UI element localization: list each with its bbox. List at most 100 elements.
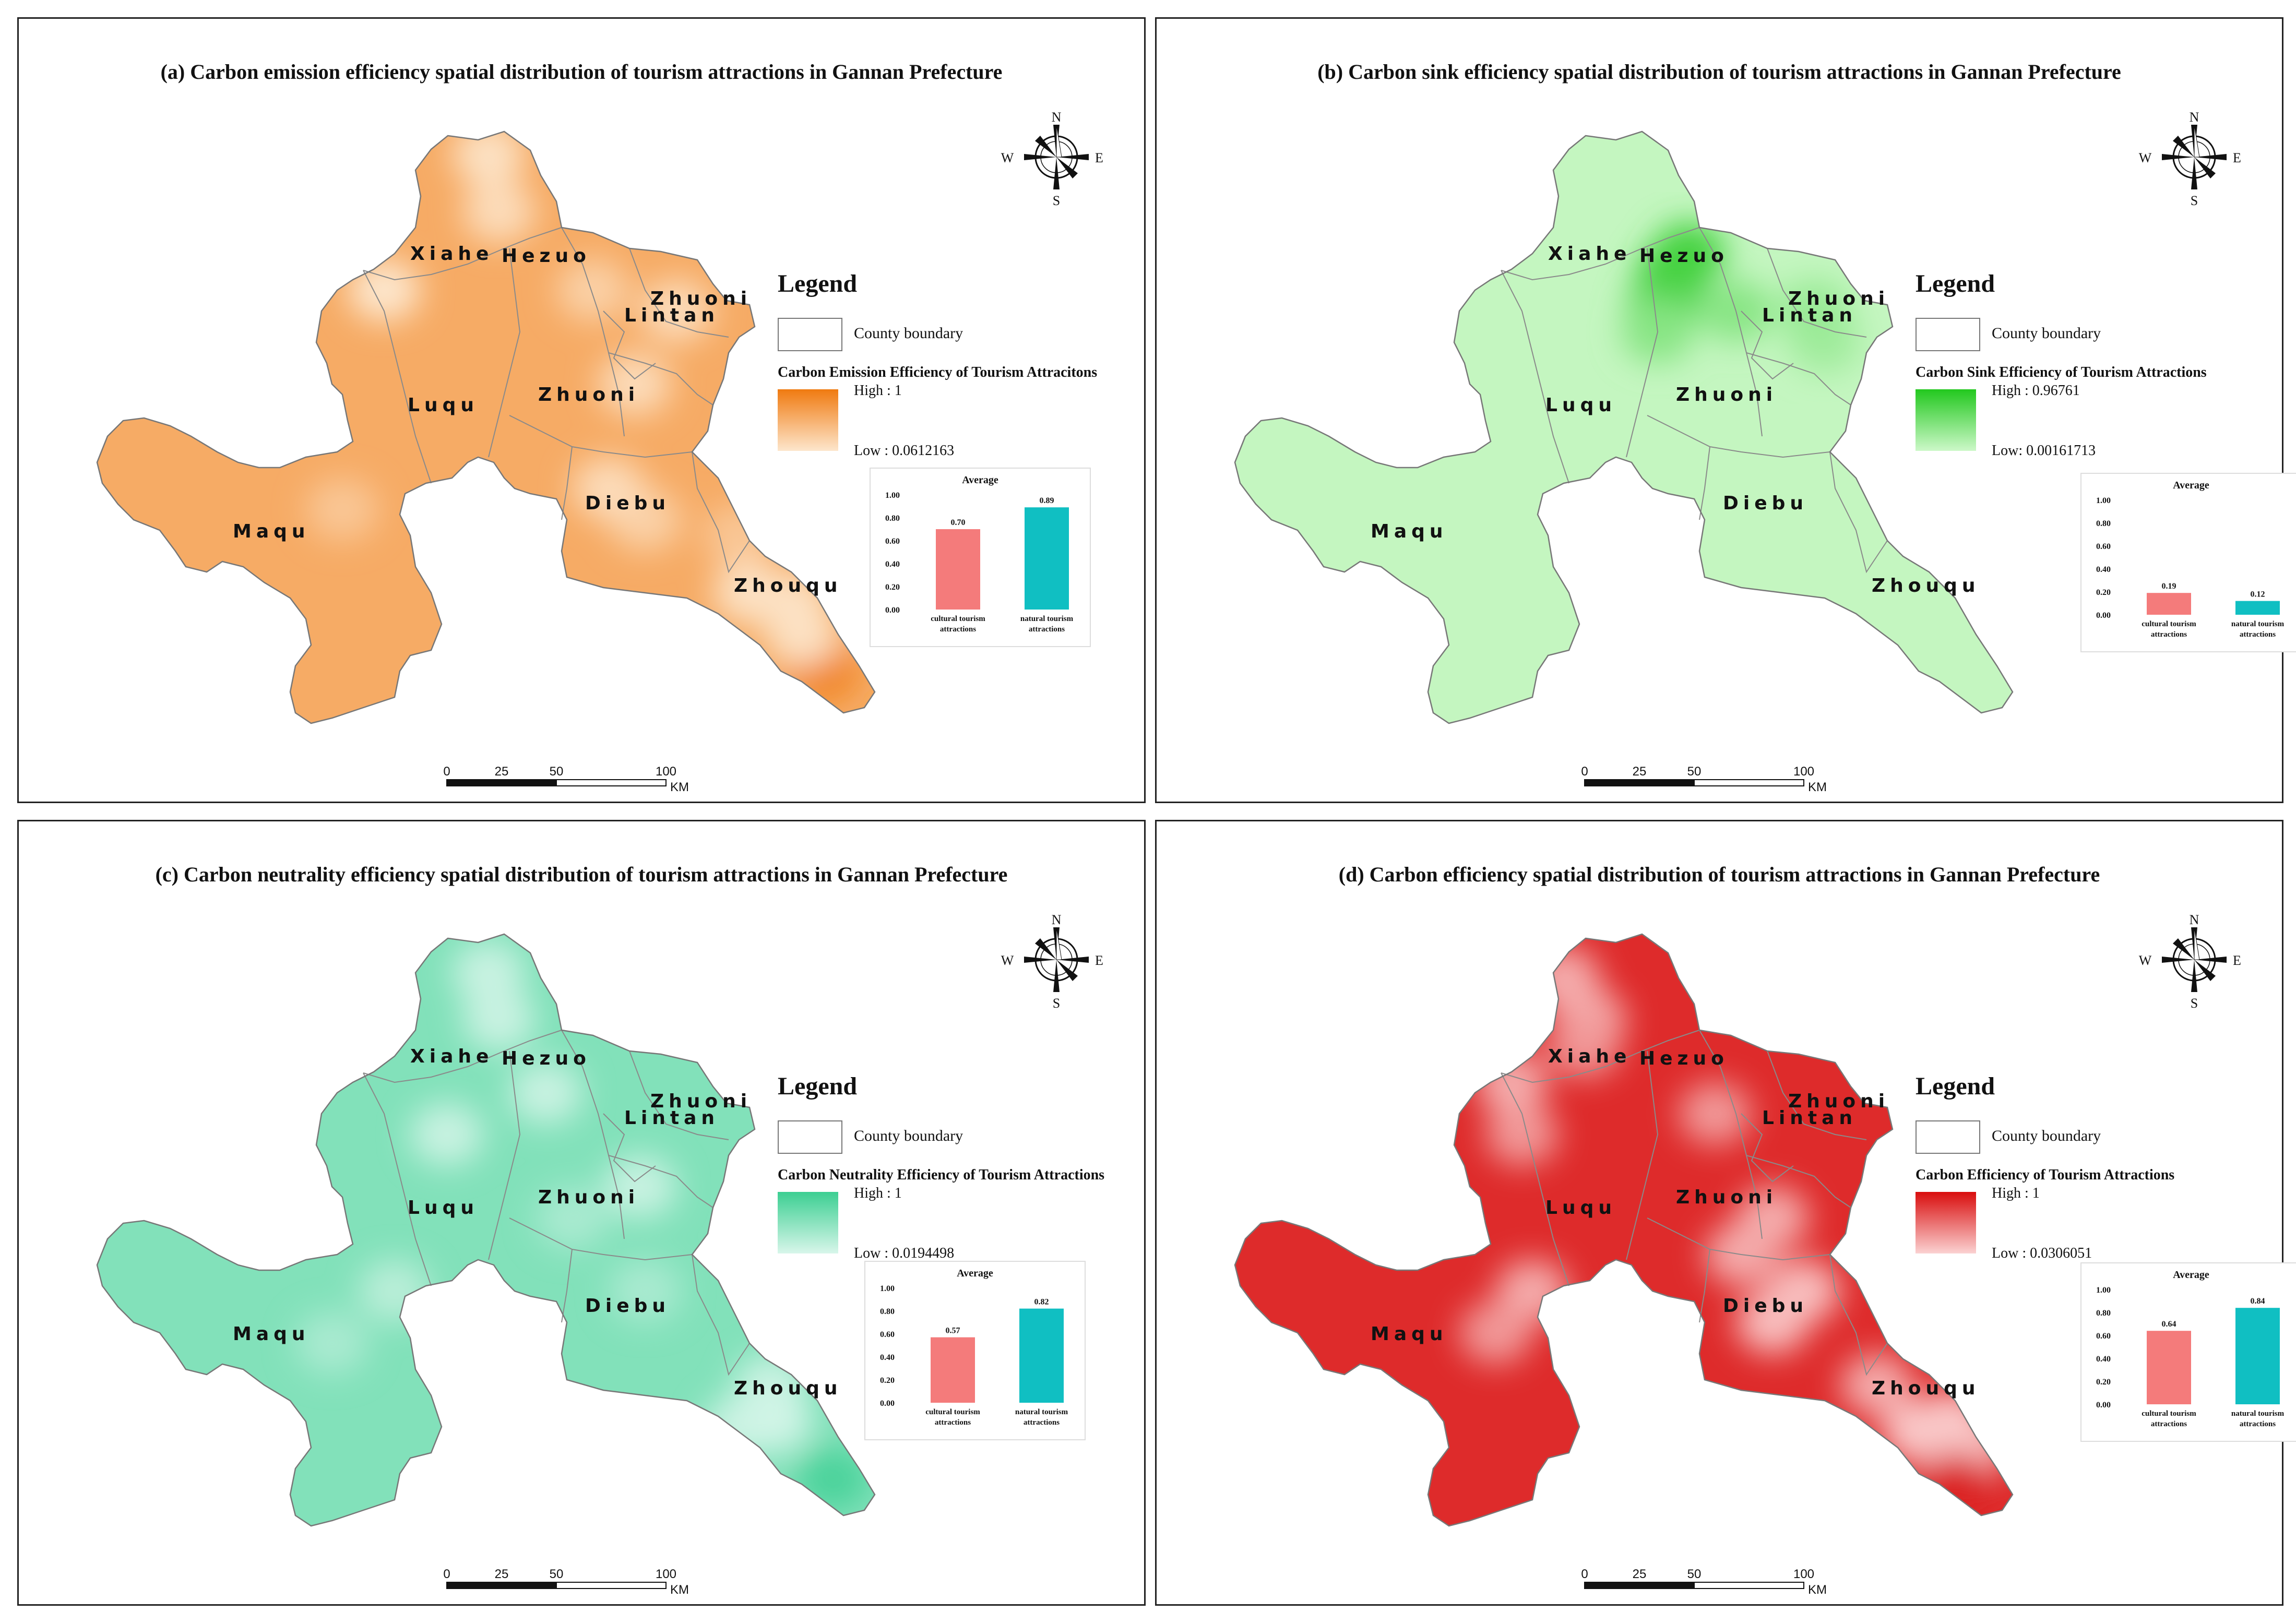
compass-letter: N: [2190, 912, 2199, 927]
inset-axis-tick: 0.60: [880, 1330, 895, 1339]
density-patch: [796, 1448, 870, 1510]
density-patch: [358, 1260, 431, 1322]
county-label: Zhuoni: [1788, 1091, 1889, 1112]
county-boundary: [1829, 451, 1888, 574]
inset-axis-tick: 0.20: [885, 583, 900, 592]
inset-bar: [1019, 1308, 1064, 1403]
county-boundary: [1767, 1050, 1867, 1140]
inset-bar-label: attractions: [2240, 630, 2276, 639]
density-patch: [509, 1061, 582, 1124]
county-boundary: [488, 248, 521, 458]
density-patch: [1913, 1390, 1986, 1453]
map-panel-b: (b) Carbon sink efficiency spatial distr…: [1155, 17, 2296, 803]
inset-axis-tick: 0.20: [880, 1376, 895, 1385]
inset-axis-tick: 1.00: [885, 491, 900, 500]
compass-letter: S: [2191, 996, 2198, 1011]
density-patch: [1459, 1301, 1532, 1364]
inset-axis-tick: 0.20: [2096, 1378, 2111, 1387]
county-boundary: [603, 1113, 656, 1183]
compass-letter: S: [1053, 193, 1060, 208]
compass-letter: S: [1053, 996, 1060, 1011]
inset-bar-value: 0.64: [2162, 1320, 2176, 1329]
average-bar-chart: Average 0.00 0.20 0.40 0.60 0.80 1.00 0.70 cultu…: [870, 468, 1091, 647]
county-label: Hezuo: [502, 245, 591, 267]
county-boundary: [1746, 352, 1851, 405]
scale-tick-label: 0: [1581, 765, 1588, 779]
color-ramp-title: Carbon Efficiency of Tourism Attractions: [1916, 1167, 2175, 1183]
county-boundary: [603, 311, 656, 380]
color-ramp: [1916, 389, 1976, 451]
density-patch: [1485, 1103, 1559, 1166]
county-boundary-label: County boundary: [854, 1127, 963, 1144]
inset-bar-label: attractions: [2151, 630, 2187, 639]
density-patch: [598, 353, 671, 415]
inset-bar-label: natural tourism: [2231, 1410, 2285, 1418]
ramp-low-label: Low : 0.0194498: [854, 1245, 955, 1261]
inset-bar-label: attractions: [935, 1418, 971, 1427]
map-panel-d: (d) Carbon efficiency spatial distributi…: [1155, 820, 2296, 1606]
county-boundary: [629, 1050, 729, 1140]
scale-tick-label: 100: [1793, 765, 1814, 779]
inset-title: Average: [2173, 480, 2209, 491]
density-patch: [306, 478, 379, 541]
county-label: Lintan: [624, 305, 719, 326]
inset-bar: [2147, 593, 2191, 615]
inset-bar: [2235, 1308, 2280, 1404]
average-bar-chart: Average 0.00 0.20 0.40 0.60 0.80 1.00 0.19 cultu…: [2080, 473, 2296, 652]
county-label: Zhuoni: [538, 1187, 639, 1208]
county-boundary: [561, 227, 625, 437]
county-boundary-label: County boundary: [1992, 1127, 2101, 1144]
legend-title: Legend: [778, 270, 858, 297]
county-label: Luqu: [408, 395, 479, 416]
scale-tick-label: 0: [1581, 1567, 1588, 1581]
ramp-low-label: Low: 0.00161713: [1992, 443, 2096, 459]
inset-axis-tick: 0.20: [2096, 588, 2111, 597]
county-label: Zhouqu: [1872, 575, 1980, 596]
color-ramp-title: Carbon Sink Efficiency of Tourism Attrac…: [1916, 364, 2207, 380]
legend-title: Legend: [778, 1072, 858, 1100]
panel-title: (a) Carbon emission efficiency spatial d…: [160, 60, 1003, 83]
county-boundary-swatch: [1916, 318, 1980, 351]
compass-letter: W: [2139, 150, 2152, 165]
color-ramp-title: Carbon Neutrality Efficiency of Tourism …: [778, 1167, 1105, 1183]
color-ramp: [778, 1192, 838, 1253]
density-patch: [713, 562, 786, 624]
inset-bar-label: natural tourism: [2231, 620, 2285, 628]
county-label: Hezuo: [502, 1048, 591, 1069]
county-boundary: [692, 451, 750, 574]
county-boundary: [561, 446, 573, 520]
average-bar-chart: Average 0.00 0.20 0.40 0.60 0.80 1.00 0.57 cultu…: [864, 1261, 1086, 1440]
compass-letter: W: [1001, 150, 1014, 165]
scale-tick-label: 100: [656, 765, 676, 779]
prefecture-outline: [96, 130, 876, 724]
inset-bar-label: attractions: [1029, 625, 1065, 634]
color-ramp-title: Carbon Emission Efficiency of Tourism At…: [778, 364, 1098, 380]
inset-axis-tick: 0.00: [2096, 1401, 2111, 1410]
county-boundary: [1626, 1050, 1659, 1260]
inset-bar-value: 0.19: [2162, 582, 2176, 591]
compass-letter: S: [2191, 193, 2198, 208]
scale-tick-label: 25: [1633, 765, 1647, 779]
scale-tick-label: 0: [443, 1567, 450, 1581]
color-ramp: [778, 389, 838, 451]
inset-axis-tick: 0.60: [2096, 542, 2111, 551]
county-label: Maqu: [1371, 1323, 1448, 1345]
map-panel-c: (c) Carbon neutrality efficiency spatial…: [17, 820, 1146, 1606]
inset-bar-label: attractions: [2240, 1420, 2276, 1428]
county-boundary: [561, 1030, 625, 1239]
county-boundary: [1699, 446, 1710, 520]
scale-unit: KM: [1808, 780, 1827, 794]
county-boundary-label: County boundary: [854, 325, 963, 342]
scale-tick-label: 50: [550, 1567, 564, 1581]
county-boundary-swatch: [1916, 1120, 1980, 1154]
county-label: Zhouqu: [734, 1378, 842, 1399]
county-boundary: [608, 1155, 713, 1208]
panel-title: (b) Carbon sink efficiency spatial distr…: [1317, 60, 2121, 83]
county-label: Zhuoni: [1788, 288, 1889, 309]
panel-title: (d) Carbon efficiency spatial distributi…: [1338, 863, 2100, 886]
